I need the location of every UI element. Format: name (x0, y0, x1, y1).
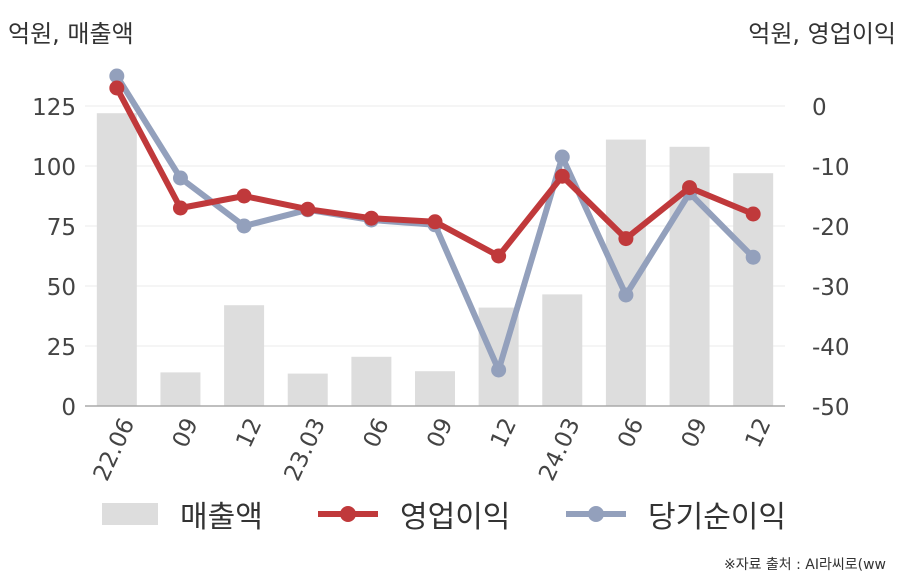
legend-swatch-net-income (566, 502, 626, 526)
left-tick-label: 25 (47, 335, 76, 361)
left-tick-label: 0 (61, 395, 76, 421)
point-operating-profit (236, 188, 252, 204)
legend-label-net-income: 당기순이익 (648, 500, 786, 535)
left-tick-label: 100 (32, 155, 76, 181)
point-operating-profit (300, 201, 316, 217)
right-axis-unit-label: 억원, 영업이익 (748, 20, 896, 48)
right-tick-label: -20 (812, 215, 850, 241)
bar-revenue (415, 371, 455, 406)
combo-chart: 0 25 50 75 100 125 0 -10 -20 -30 -40 -50 22.06 09 12 23… (32, 68, 850, 485)
legend-label-revenue: 매출액 (180, 500, 263, 535)
bar-revenue (287, 373, 328, 406)
right-tick-label: -40 (812, 335, 850, 361)
x-tick-label: 06 (613, 414, 649, 452)
right-tick-label: -50 (812, 395, 850, 421)
point-operating-profit (554, 168, 570, 184)
point-net-income (618, 287, 634, 303)
point-operating-profit (618, 231, 634, 247)
right-tick-label: -10 (812, 155, 850, 181)
legend-swatch-revenue (102, 503, 158, 525)
bar-revenue (96, 113, 137, 406)
left-tick-label: 125 (32, 95, 76, 121)
x-tick-label: 12 (741, 414, 777, 452)
point-net-income (491, 362, 507, 378)
point-net-income (745, 249, 761, 265)
x-tick-label: 22.06 (89, 414, 140, 485)
bar-revenue (542, 294, 583, 406)
point-operating-profit (491, 248, 507, 264)
x-tick-label: 06 (359, 414, 395, 452)
legend-swatch-operating-profit (318, 502, 378, 526)
point-operating-profit (363, 210, 379, 226)
x-tick-label: 23.03 (280, 414, 331, 485)
legend-item-operating-profit: 영업이익 (318, 492, 510, 536)
point-net-income (109, 68, 125, 84)
x-tick-label: 09 (168, 414, 204, 452)
x-tick-label: 09 (422, 414, 458, 452)
bar-revenue (160, 372, 201, 406)
source-note: ※자료 출처 : AI라씨로(ww (723, 557, 886, 573)
point-operating-profit (745, 206, 761, 222)
x-tick-label: 12 (486, 414, 522, 452)
x-tick-label: 12 (231, 414, 267, 452)
legend-label-operating-profit: 영업이익 (400, 500, 511, 535)
point-operating-profit (427, 214, 443, 230)
x-tick-label: 24.03 (534, 414, 585, 485)
left-tick-label: 75 (47, 215, 76, 241)
left-tick-label: 50 (47, 275, 76, 301)
right-tick-label: -30 (812, 275, 850, 301)
bar-revenue (224, 305, 265, 406)
point-net-income (172, 170, 188, 186)
legend-marker-net-income (588, 506, 604, 522)
point-operating-profit (172, 200, 188, 216)
point-operating-profit (682, 180, 698, 196)
legend-marker-operating-profit (340, 506, 356, 522)
right-tick-label: 0 (812, 95, 827, 121)
legend-item-revenue: 매출액 (102, 492, 263, 536)
bar-revenue (351, 356, 392, 406)
point-net-income (236, 218, 252, 234)
left-axis-unit-label: 억원, 매출액 (8, 20, 134, 48)
legend-item-net-income: 당기순이익 (566, 492, 786, 536)
point-operating-profit (109, 80, 125, 96)
x-tick-label: 09 (677, 414, 713, 452)
point-net-income (554, 149, 570, 165)
